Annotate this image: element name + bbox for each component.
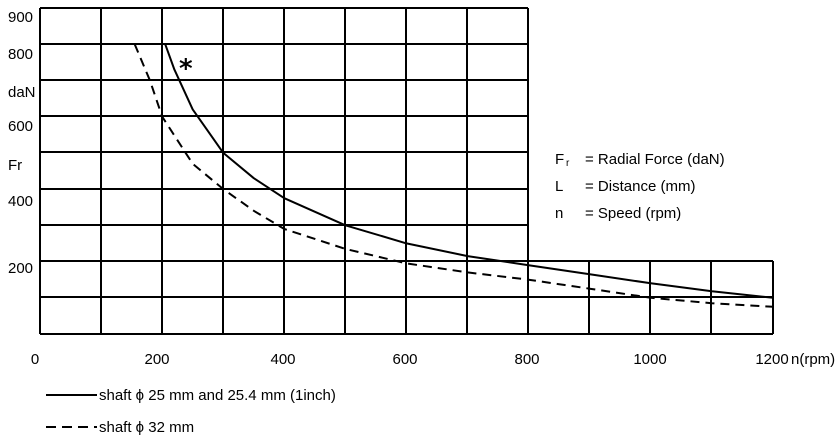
chart-grid — [39, 7, 774, 335]
y-tick-label: 400 — [8, 193, 33, 210]
definition-symbol: L — [555, 178, 563, 195]
legend-label: shaft ϕ 25 mm and 25.4 mm (1inch) — [99, 387, 336, 404]
x-tick-label: 200 — [144, 351, 169, 368]
y-tick-label: 200 — [8, 260, 33, 277]
definition-text: = Speed (rpm) — [585, 205, 681, 222]
y-axis-unit: daN — [8, 84, 36, 101]
x-tick-label: 600 — [392, 351, 417, 368]
series-legend: shaft ϕ 25 mm and 25.4 mm (1inch) shaft ϕ… — [46, 387, 336, 436]
definition-symbol: n — [555, 205, 563, 222]
definition-symbol: F — [555, 151, 564, 168]
y-axis: 900 800 600 400 200 daN Fr — [8, 9, 36, 277]
y-tick-label: 900 — [8, 9, 33, 26]
x-axis: 0 200 400 600 800 1000 1200 n(rpm) — [31, 351, 835, 368]
curve-annotation-star: * — [179, 54, 193, 84]
y-tick-label: 600 — [8, 118, 33, 135]
definition-subscript: r — [566, 158, 570, 169]
x-tick-label: 0 — [31, 351, 39, 368]
definition-text: = Radial Force (daN) — [585, 151, 725, 168]
x-axis-unit: n(rpm) — [791, 351, 835, 368]
y-axis-symbol: Fr — [8, 157, 22, 174]
legend-label: shaft ϕ 32 mm — [99, 419, 194, 436]
chart-curves — [133, 43, 774, 308]
x-tick-label: 1200 — [755, 351, 788, 368]
definition-text: = Distance (mm) — [585, 178, 695, 195]
series-line-shaft-32mm — [133, 43, 774, 308]
series-line-shaft-25mm — [164, 43, 774, 299]
x-tick-label: 400 — [270, 351, 295, 368]
x-tick-label: 800 — [514, 351, 539, 368]
x-tick-label: 1000 — [633, 351, 666, 368]
y-tick-label: 800 — [8, 46, 33, 63]
